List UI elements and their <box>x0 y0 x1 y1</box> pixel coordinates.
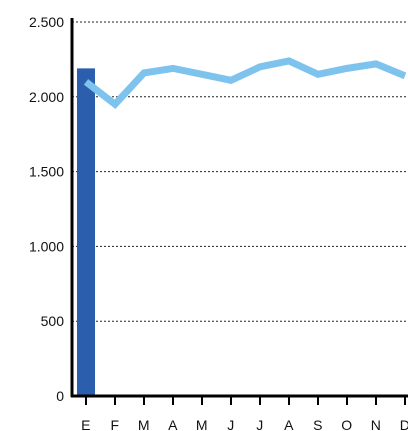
y-tick-label: 1.500 <box>29 164 64 180</box>
x-tick-label: A <box>284 417 294 431</box>
x-tick-label: F <box>110 417 119 431</box>
x-tick-label: J <box>227 417 235 431</box>
bar-series <box>77 68 95 396</box>
x-tick-label: N <box>371 417 382 431</box>
y-tick-label: 500 <box>41 313 65 329</box>
grid-lines <box>72 21 408 322</box>
x-tick-label: O <box>341 417 352 431</box>
x-tick-label: M <box>138 417 150 431</box>
x-tick-label: M <box>196 417 208 431</box>
y-tick-label: 2.500 <box>29 14 64 30</box>
line-series <box>83 57 407 110</box>
x-tick-label: S <box>313 417 323 431</box>
bar <box>77 68 95 396</box>
x-tick-label: J <box>256 417 264 431</box>
axes <box>70 18 408 405</box>
y-tick-label: 0 <box>56 388 64 404</box>
x-tick-label: E <box>81 417 91 431</box>
x-tick-label: D <box>400 417 408 431</box>
y-tick-label: 2.000 <box>29 89 64 105</box>
series-line <box>83 57 407 110</box>
x-tick-label: A <box>168 417 178 431</box>
y-tick-label: 1.000 <box>29 238 64 254</box>
y-tick-labels: 0 500 1.000 1.500 2.000 2.500 <box>29 14 64 404</box>
